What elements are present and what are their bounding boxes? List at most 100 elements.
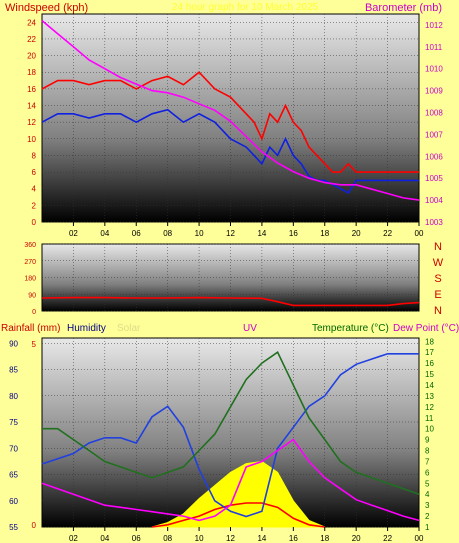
- y-tick-label-right: 6: [425, 468, 430, 477]
- compass-label: S: [434, 273, 441, 285]
- y-tick-label-right: 5: [425, 479, 430, 488]
- y-tick-label-right: 1007: [425, 130, 443, 139]
- y-tick-label-left: 12: [27, 118, 36, 127]
- y-tick-label-right: 4: [425, 490, 430, 499]
- y-tick-label-humidity: 90: [9, 339, 18, 348]
- x-tick-label: 20: [352, 229, 361, 238]
- series-line: [151, 502, 325, 528]
- x-tick-label: 18: [320, 229, 329, 238]
- y-tick-label-right: 1008: [425, 109, 443, 118]
- series-line: [41, 296, 420, 307]
- y-tick-label-right: 1011: [425, 43, 443, 52]
- x-tick-label: 20: [352, 534, 361, 543]
- compass-label: W: [433, 257, 444, 269]
- x-tick-label: 22: [383, 229, 392, 238]
- chart1-left-title: Windspeed (kph): [5, 2, 88, 14]
- y-tick-label-right: 14: [425, 381, 434, 390]
- y-tick-label-humidity: 80: [9, 392, 18, 401]
- x-tick-label: 02: [69, 534, 78, 543]
- y-tick-label-humidity: 60: [9, 497, 18, 506]
- y-tick-label-right: 10: [425, 425, 434, 434]
- y-tick-label-left: 22: [27, 35, 36, 44]
- y-tick-label-humidity: 70: [9, 444, 18, 453]
- y-tick-label-humidity: 55: [9, 523, 18, 532]
- x-tick-label: 04: [100, 534, 109, 543]
- x-tick-label: 14: [257, 534, 266, 543]
- compass-label: N: [434, 305, 442, 317]
- y-tick-label-right: 2: [425, 512, 430, 521]
- y-tick-label-right: 1010: [425, 65, 443, 74]
- y-tick-label-right: 18: [425, 337, 434, 346]
- y-tick-label-left: 16: [27, 85, 36, 94]
- y-tick-label-right: 13: [425, 392, 434, 401]
- x-tick-label: 02: [69, 229, 78, 238]
- y-tick-label-left: 24: [27, 18, 36, 27]
- y-tick-label-right: 16: [425, 359, 434, 368]
- x-tick-label: 08: [163, 534, 172, 543]
- chart1-plot-area: [41, 13, 420, 223]
- x-tick-label: 22: [383, 534, 392, 543]
- y-tick-label-humidity: 75: [9, 418, 18, 427]
- x-tick-label: 00: [415, 534, 424, 543]
- x-tick-label: 00: [415, 229, 424, 238]
- y-tick-label-right: 12: [425, 403, 434, 412]
- y-tick-label-left: 360: [24, 242, 36, 249]
- y-tick-label-humidity: 65: [9, 471, 18, 480]
- x-tick-label: 06: [132, 229, 141, 238]
- y-tick-label-right: 15: [425, 370, 434, 379]
- y-tick-label-right: 17: [425, 348, 434, 357]
- y-tick-label-left: 4: [32, 185, 37, 194]
- x-tick-label: 14: [257, 229, 266, 238]
- x-tick-label: 04: [100, 229, 109, 238]
- chart3-dew-title: Dew Point (°C): [393, 323, 459, 334]
- y-tick-label-right: 1005: [425, 174, 443, 183]
- y-tick-label-right: 1012: [425, 21, 443, 30]
- y-tick-label-right: 1006: [425, 152, 443, 161]
- y-tick-label-left: 8: [32, 151, 37, 160]
- x-tick-label: 16: [289, 229, 298, 238]
- y-tick-label-right: 3: [425, 501, 430, 510]
- x-tick-label: 12: [226, 229, 235, 238]
- y-tick-label-left: 180: [24, 276, 36, 283]
- series-line: [41, 438, 420, 522]
- x-tick-label: 10: [195, 534, 204, 543]
- y-tick-label-rain: 5: [32, 340, 37, 349]
- series-line: [41, 19, 420, 201]
- y-tick-label-right: 7: [425, 457, 430, 466]
- y-tick-label-left: 0: [32, 218, 37, 227]
- y-tick-label-right: 1003: [425, 218, 443, 227]
- y-tick-label-humidity: 85: [9, 366, 18, 375]
- series-line: [42, 351, 420, 495]
- chart3-rainfall-title: Rainfall (mm): [1, 323, 60, 334]
- y-tick-label-left: 20: [27, 52, 36, 61]
- x-tick-label: 18: [320, 534, 329, 543]
- y-tick-label-right: 1: [425, 523, 430, 532]
- chart3-solar-title: Solar: [117, 323, 141, 334]
- y-tick-label-right: 1009: [425, 87, 443, 96]
- x-tick-label: 08: [163, 229, 172, 238]
- chart3-temp-title: Temperature (°C): [312, 323, 389, 334]
- chart1-right-title: Barometer (mb): [365, 2, 442, 14]
- series-line: [41, 352, 419, 518]
- y-tick-label-right: 11: [425, 414, 434, 423]
- x-tick-label: 06: [132, 534, 141, 543]
- x-tick-label: 16: [289, 534, 298, 543]
- series-line: [41, 71, 419, 173]
- chart3-humidity-title: Humidity: [67, 323, 106, 334]
- y-tick-label-left: 0: [32, 309, 36, 316]
- y-tick-label-left: 2: [32, 201, 37, 210]
- compass-label: N: [434, 241, 442, 253]
- chart3-uv-title: UV: [243, 323, 257, 334]
- y-tick-label-left: 90: [28, 292, 36, 299]
- y-tick-label-right: 8: [425, 447, 430, 456]
- x-tick-label: 10: [195, 229, 204, 238]
- chart1-title: 24 hour graph for 10 March 2025: [172, 2, 319, 13]
- y-tick-label-left: 18: [27, 68, 36, 77]
- y-tick-label-left: 270: [24, 259, 36, 266]
- y-tick-label-right: 1004: [425, 196, 443, 205]
- x-tick-label: 12: [226, 534, 235, 543]
- y-tick-label-left: 10: [27, 135, 36, 144]
- compass-label: E: [434, 289, 441, 301]
- y-tick-label-left: 14: [27, 102, 36, 111]
